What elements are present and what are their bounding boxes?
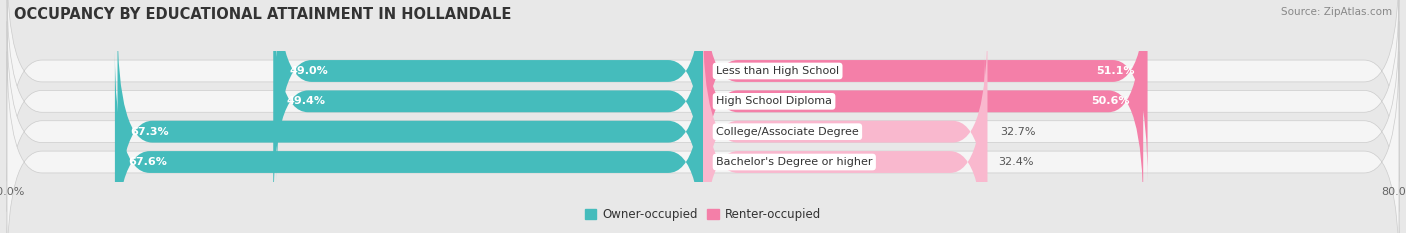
Text: OCCUPANCY BY EDUCATIONAL ATTAINMENT IN HOLLANDALE: OCCUPANCY BY EDUCATIONAL ATTAINMENT IN H… xyxy=(14,7,512,22)
FancyBboxPatch shape xyxy=(703,0,1143,212)
FancyBboxPatch shape xyxy=(273,0,703,212)
FancyBboxPatch shape xyxy=(7,0,1399,182)
FancyBboxPatch shape xyxy=(115,51,703,233)
Text: 67.3%: 67.3% xyxy=(131,127,169,137)
FancyBboxPatch shape xyxy=(703,0,1147,182)
FancyBboxPatch shape xyxy=(703,51,984,233)
FancyBboxPatch shape xyxy=(7,0,1399,212)
Text: Bachelor's Degree or higher: Bachelor's Degree or higher xyxy=(716,157,873,167)
Text: 32.4%: 32.4% xyxy=(998,157,1033,167)
Text: 67.6%: 67.6% xyxy=(128,157,167,167)
Text: 51.1%: 51.1% xyxy=(1097,66,1135,76)
Text: 50.6%: 50.6% xyxy=(1091,96,1130,106)
FancyBboxPatch shape xyxy=(7,51,1399,233)
Legend: Owner-occupied, Renter-occupied: Owner-occupied, Renter-occupied xyxy=(579,203,827,225)
Text: Source: ZipAtlas.com: Source: ZipAtlas.com xyxy=(1281,7,1392,17)
FancyBboxPatch shape xyxy=(7,21,1399,233)
FancyBboxPatch shape xyxy=(277,0,703,182)
FancyBboxPatch shape xyxy=(118,21,703,233)
FancyBboxPatch shape xyxy=(703,21,987,233)
Text: High School Diploma: High School Diploma xyxy=(716,96,832,106)
Text: 32.7%: 32.7% xyxy=(1001,127,1036,137)
Text: 49.0%: 49.0% xyxy=(290,66,329,76)
Text: Less than High School: Less than High School xyxy=(716,66,839,76)
Text: 49.4%: 49.4% xyxy=(287,96,325,106)
Text: College/Associate Degree: College/Associate Degree xyxy=(716,127,859,137)
